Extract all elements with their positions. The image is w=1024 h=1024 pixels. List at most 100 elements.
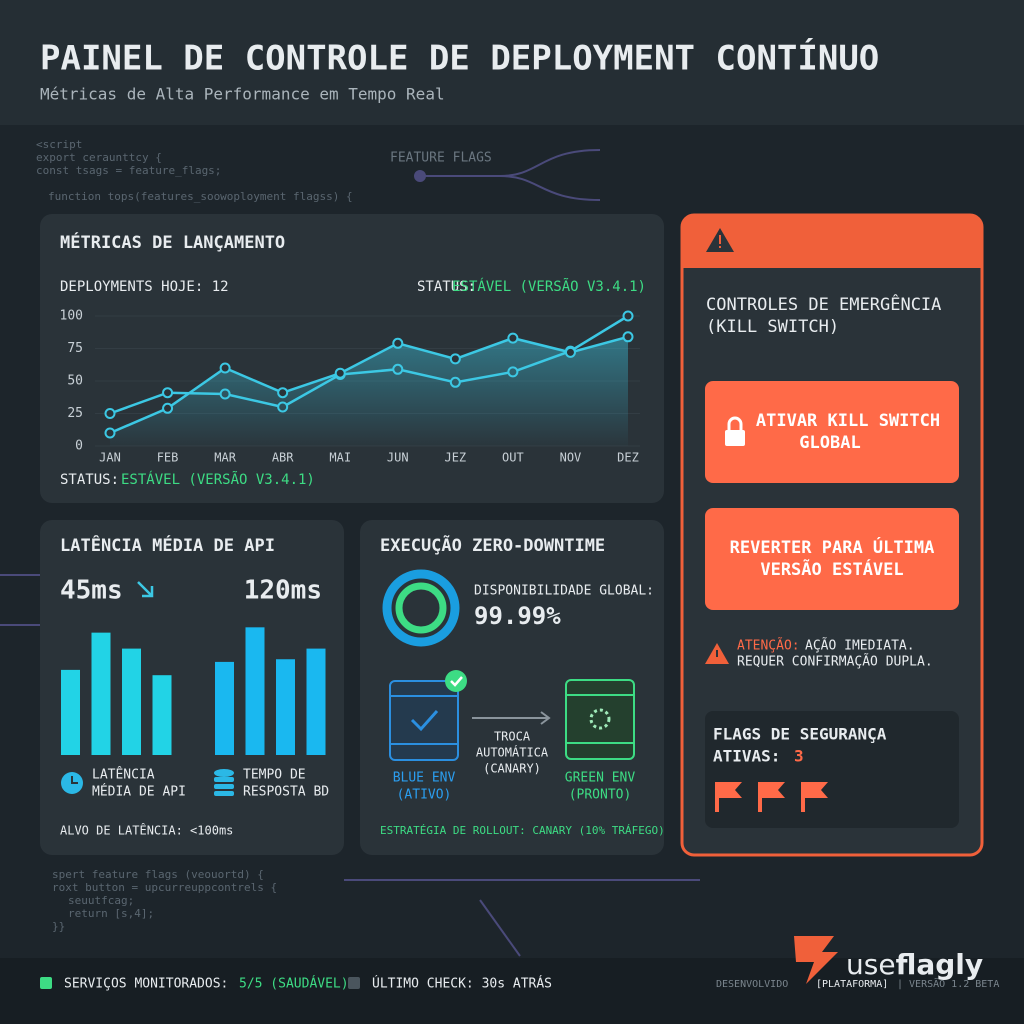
flags-title: FLAGS DE SEGURANÇA xyxy=(713,725,887,744)
status-value: ESTÁVEL (VERSÃO V3.4.1) xyxy=(121,471,315,488)
button-label: GLOBAL xyxy=(799,433,860,453)
x-tick-label: MAR xyxy=(214,451,236,465)
x-tick-label: JUN xyxy=(387,451,409,465)
warning-text: AÇÃO IMEDIATA. xyxy=(805,638,915,654)
env-label: (ATIVO) xyxy=(397,788,452,803)
switch-label: TROCA xyxy=(494,730,531,744)
x-tick-label: MAI xyxy=(329,451,351,465)
footer xyxy=(0,958,1024,1024)
status-value: ESTÁVEL (VERSÃO V3.4.1) xyxy=(452,278,646,295)
clock-hands xyxy=(71,776,78,784)
blue-env-icon xyxy=(389,670,467,761)
code-line: return [s,4]; xyxy=(68,907,154,920)
code-line: function tops(features_soowoployment fla… xyxy=(48,190,353,203)
flag-icons xyxy=(715,782,828,812)
point xyxy=(334,367,346,379)
lock-icon xyxy=(725,416,745,446)
flags-count: 3 xyxy=(794,747,804,766)
bar xyxy=(245,627,265,755)
warning-text: REQUER CONFIRMAÇÃO DUPLA. xyxy=(737,654,933,670)
legend-label: TEMPO DE xyxy=(243,768,306,783)
point xyxy=(507,332,519,344)
status-label: STATUS: xyxy=(60,472,119,488)
platform: [PLATAFORMA] xyxy=(816,979,888,990)
latency-value: 120ms xyxy=(244,576,322,606)
services-label: SERVIÇOS MONITORADOS: xyxy=(64,977,228,992)
revert-button[interactable] xyxy=(705,508,959,610)
brand-part: use xyxy=(846,948,896,981)
point xyxy=(622,331,634,343)
env-label: (PRONTO) xyxy=(569,788,632,803)
code-line: roxt button = upcurreuppcontrels { xyxy=(52,881,277,894)
button-label: REVERTER PARA ÚLTIMA xyxy=(730,536,935,558)
panel-title: MÉTRICAS DE LANÇAMENTO xyxy=(60,231,285,253)
code-line: export ceraunttcy { xyxy=(36,151,162,164)
code-line: spert feature flags (veouortd) { xyxy=(52,868,264,881)
switch-arrow xyxy=(472,711,551,725)
code-line: }} xyxy=(52,920,65,933)
services-value: 5/5 (SAUDÁVEL) xyxy=(239,976,349,992)
code-line: seuutfcag; xyxy=(68,894,134,907)
warning-icon xyxy=(706,228,734,252)
bar xyxy=(152,675,172,755)
point xyxy=(219,362,231,374)
feature-flags-label: FEATURE FLAGS xyxy=(390,151,492,166)
emergency-title: (KILL SWITCH) xyxy=(706,317,839,337)
legend-label: RESPOSTA BD xyxy=(243,785,329,800)
legend-label: MÉDIA DE API xyxy=(92,784,186,800)
area xyxy=(110,336,628,446)
panel-title: LATÊNCIA MÉDIA DE API xyxy=(60,534,275,556)
version: | VERSÃO 1.2 BETA xyxy=(897,977,999,990)
env-label: BLUE ENV xyxy=(393,771,456,786)
emergency-title: CONTROLES DE EMERGÊNCIA xyxy=(706,293,941,315)
title: PAINEL DE CONTROLE DE DEPLOYMENT CONTÍNU… xyxy=(40,38,879,79)
green-env-icon xyxy=(565,679,635,760)
legend-label: LATÊNCIA xyxy=(92,767,155,783)
status-label: STATUS: xyxy=(417,279,476,295)
panel-title: EXECUÇÃO ZERO-DOWNTIME xyxy=(380,533,605,556)
bar xyxy=(306,648,326,755)
point xyxy=(622,310,634,322)
bar xyxy=(276,659,295,755)
point xyxy=(564,346,576,358)
latency-panel xyxy=(40,520,344,855)
env-label: GREEN ENV xyxy=(565,771,636,786)
brand-part: flagly xyxy=(896,948,984,981)
trend-arrow xyxy=(137,581,154,598)
point xyxy=(277,387,289,399)
x-tick-label: FEB xyxy=(157,451,179,465)
flags-label: ATIVAS: xyxy=(713,747,780,766)
point xyxy=(162,387,174,399)
availability-value: 99.99% xyxy=(474,602,561,630)
brand: useflagly xyxy=(846,948,983,981)
latency-value: 45ms xyxy=(60,576,123,606)
zero-panel xyxy=(360,520,664,855)
point xyxy=(392,337,404,349)
flags-box xyxy=(705,711,959,828)
y-tick-label: 25 xyxy=(67,406,83,421)
x-tick-label: JEZ xyxy=(444,451,466,465)
y-tick-label: 75 xyxy=(67,341,83,356)
point xyxy=(449,353,461,365)
x-tick-label: DEZ xyxy=(617,451,639,465)
developed: DESENVOLVIDO xyxy=(716,979,788,990)
x-tick-label: NOV xyxy=(560,451,582,465)
last-check: ÚLTIMO CHECK: 30s ATRÁS xyxy=(372,976,552,992)
button-label: ATIVAR KILL SWITCH xyxy=(756,411,940,431)
bg-decor xyxy=(0,149,700,957)
check-dot xyxy=(348,977,360,989)
point xyxy=(104,408,116,419)
y-tick-label: 50 xyxy=(67,374,83,389)
availability-ring-inner xyxy=(395,582,447,634)
x-tick-label: ABR xyxy=(272,451,294,465)
point xyxy=(162,402,174,414)
emergency-header xyxy=(682,215,982,268)
deployments: DEPLOYMENTS HOJE: 12 xyxy=(60,279,229,295)
bar xyxy=(122,648,141,755)
subtitle: Métricas de Alta Performance em Tempo Re… xyxy=(40,85,445,104)
switch-label: (CANARY) xyxy=(483,762,541,776)
latency-target: ALVO DE LATÊNCIA: <100ms xyxy=(60,823,233,838)
bar xyxy=(215,661,234,755)
kill-switch-button[interactable] xyxy=(705,381,959,483)
